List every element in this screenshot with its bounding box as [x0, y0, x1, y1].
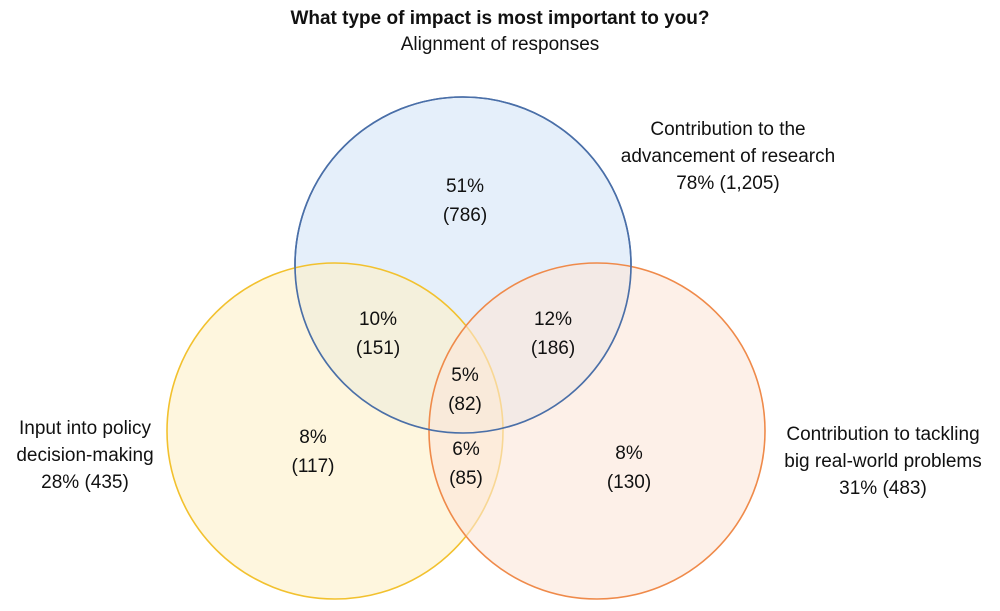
region-research-problems-count: (186) [530, 338, 576, 359]
region-all-three: 5% (82) [420, 361, 510, 419]
policy-set-label: Input into policy decision-making 28% (4… [0, 415, 170, 496]
problems-label-line-2: big real-world problems [784, 451, 982, 472]
problems-label-line-1: Contribution to tackling [786, 424, 980, 445]
research-label-line-2: advancement of research [620, 146, 836, 167]
region-research-problems-pct: 12% [533, 309, 573, 330]
research-set-label: Contribution to the advancement of resea… [612, 116, 844, 197]
chart-subtitle: Alignment of responses [400, 34, 600, 55]
problems-circle [428, 262, 766, 600]
region-research-policy-count: (151) [355, 338, 401, 359]
research-label-line-1: Contribution to the [650, 119, 806, 140]
region-all-three-count: (82) [448, 394, 482, 415]
region-research-only-count: (786) [442, 205, 488, 226]
research-circle-outline [294, 96, 632, 434]
policy-label-line-1: Input into policy [18, 418, 152, 439]
chart-title: What type of impact is most important to… [290, 8, 710, 29]
region-research-only: 51% (786) [420, 172, 510, 230]
region-policy-problems-pct: 6% [452, 439, 480, 460]
region-policy-problems: 6% (85) [421, 435, 511, 493]
policy-label-stat: 28% (435) [41, 472, 129, 493]
region-all-three-pct: 5% [451, 365, 479, 386]
region-research-policy: 10% (151) [333, 305, 423, 363]
research-label-stat: 78% (1,205) [676, 173, 780, 194]
region-problems-only-count: (130) [606, 472, 652, 493]
region-policy-only-pct: 8% [299, 427, 327, 448]
region-policy-problems-count: (85) [449, 468, 483, 489]
region-problems-only: 8% (130) [584, 439, 674, 497]
region-research-problems: 12% (186) [508, 305, 598, 363]
region-problems-only-pct: 8% [615, 443, 643, 464]
region-policy-only: 8% (117) [268, 423, 358, 481]
problems-label-stat: 31% (483) [839, 478, 927, 499]
problems-set-label: Contribution to tackling big real-world … [768, 421, 998, 502]
region-policy-only-count: (117) [291, 456, 335, 477]
region-research-only-pct: 51% [445, 176, 485, 197]
region-research-policy-pct: 10% [358, 309, 398, 330]
policy-label-line-2: decision-making [16, 445, 154, 466]
